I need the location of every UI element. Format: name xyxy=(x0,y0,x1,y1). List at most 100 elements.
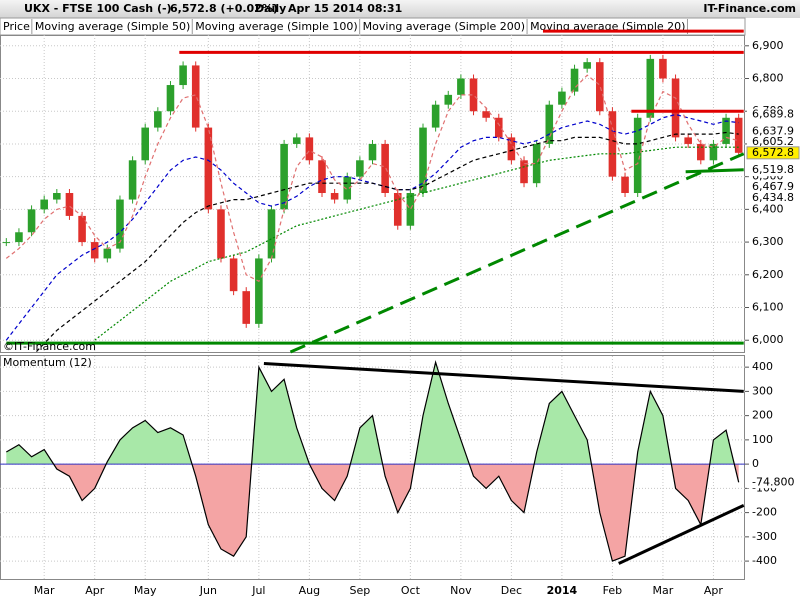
candle xyxy=(532,143,541,184)
period: Daily xyxy=(255,2,286,15)
candle xyxy=(292,137,301,144)
candle xyxy=(646,58,655,118)
value-tag-box xyxy=(747,164,799,177)
y-tick-label: 6,900 xyxy=(752,39,784,52)
candle xyxy=(356,160,364,177)
momentum-line xyxy=(5,360,740,562)
brand: IT-Finance.com xyxy=(703,2,796,15)
candle xyxy=(65,193,74,216)
value-tag-box xyxy=(747,136,799,149)
panel-title: Momentum (12) xyxy=(3,356,92,369)
y-tick-label: 6,300 xyxy=(752,235,784,248)
candle xyxy=(229,258,238,292)
y-tick-label: 6,000 xyxy=(752,333,784,346)
candle xyxy=(608,111,617,177)
candle xyxy=(116,199,124,249)
x-tick-label: Dec xyxy=(501,584,522,597)
candle xyxy=(330,193,339,200)
candle xyxy=(381,143,389,194)
candle xyxy=(734,117,743,153)
y-tick-label: 200 xyxy=(752,409,773,422)
candle xyxy=(709,143,718,161)
candle xyxy=(15,232,23,243)
value-tag-box xyxy=(746,146,800,160)
x-tick-label: Jul xyxy=(251,584,265,597)
value-tag: 6,689.8 xyxy=(752,108,794,121)
candle xyxy=(318,160,326,194)
candle xyxy=(305,137,314,161)
momentum-area-negative xyxy=(6,464,739,562)
value-tag-box xyxy=(747,191,799,204)
candle xyxy=(469,78,478,112)
value-tag: 6,572.8 xyxy=(752,146,794,159)
x-tick-label: 2014 xyxy=(547,584,578,597)
candle xyxy=(482,111,490,118)
price-panel xyxy=(0,35,745,353)
x-tick-label: Feb xyxy=(603,584,622,597)
quote: 6,572.8 (+0.02%) xyxy=(170,2,278,15)
trend-line xyxy=(289,152,745,354)
legend-entry: Price xyxy=(3,20,30,33)
y-tick-label: 6,400 xyxy=(752,202,784,215)
candle xyxy=(722,117,730,144)
value-tag: 6,637.9 xyxy=(752,125,794,138)
y-tick-label: 6,100 xyxy=(752,301,784,314)
candle xyxy=(368,143,377,161)
candle xyxy=(53,193,61,200)
x-tick-label: May xyxy=(134,584,157,597)
plot-layer: Price Moving average (Simple 50) Moving av… xyxy=(0,19,800,597)
y-tick-label: 300 xyxy=(752,384,773,397)
candle xyxy=(154,111,162,128)
y-tick-label: 6,800 xyxy=(752,72,784,85)
candle xyxy=(659,58,667,79)
x-tick-label: Apr xyxy=(85,584,105,597)
candle xyxy=(40,199,48,210)
candle xyxy=(570,68,579,92)
x-tick-label: Nov xyxy=(450,584,472,597)
candle xyxy=(103,248,112,259)
candle xyxy=(520,160,528,184)
candle xyxy=(671,78,680,138)
trend-line xyxy=(685,168,744,174)
momentum-area-positive xyxy=(6,362,735,464)
candle xyxy=(27,209,36,233)
x-tick-label: Oct xyxy=(401,584,421,597)
candle xyxy=(507,137,516,161)
candle xyxy=(406,193,415,226)
watermark: ©IT-Finance.com xyxy=(3,340,96,353)
legend-entry: Moving average (Simple 50) xyxy=(35,20,190,33)
y-tick-label: -400 xyxy=(752,554,777,567)
moving-average xyxy=(35,131,739,352)
candle xyxy=(179,65,187,86)
value-tag: 6,467.9 xyxy=(752,180,794,193)
candle xyxy=(633,117,642,194)
candle xyxy=(78,215,86,243)
candle xyxy=(494,117,503,138)
x-tick-label: Aug xyxy=(299,584,320,597)
value-tag-box xyxy=(747,108,799,121)
candle xyxy=(2,242,11,244)
legend-entry: Moving average (Simple 200) xyxy=(363,20,525,33)
y-tick-label: 6,200 xyxy=(752,268,784,281)
candle xyxy=(457,78,465,95)
trend-line xyxy=(618,503,745,565)
candle xyxy=(242,291,251,324)
legend-entry: Moving average (Simple 100) xyxy=(195,20,357,33)
symbol: UKX - FTSE 100 Cash (-) xyxy=(24,2,172,15)
candle xyxy=(141,127,149,161)
y-tick-label: -200 xyxy=(752,506,777,519)
x-tick-label: Apr xyxy=(704,584,724,597)
candle xyxy=(280,143,288,210)
candle xyxy=(419,127,427,194)
candle xyxy=(558,91,566,105)
y-tick-label: 0 xyxy=(752,457,759,470)
y-tick-label: -300 xyxy=(752,530,777,543)
x-tick-label: Mar xyxy=(34,584,55,597)
candle xyxy=(255,258,263,324)
candle xyxy=(596,62,604,112)
y-tick-label: 400 xyxy=(752,360,773,373)
candle xyxy=(697,143,705,161)
candle xyxy=(621,176,629,194)
candle xyxy=(431,104,440,128)
